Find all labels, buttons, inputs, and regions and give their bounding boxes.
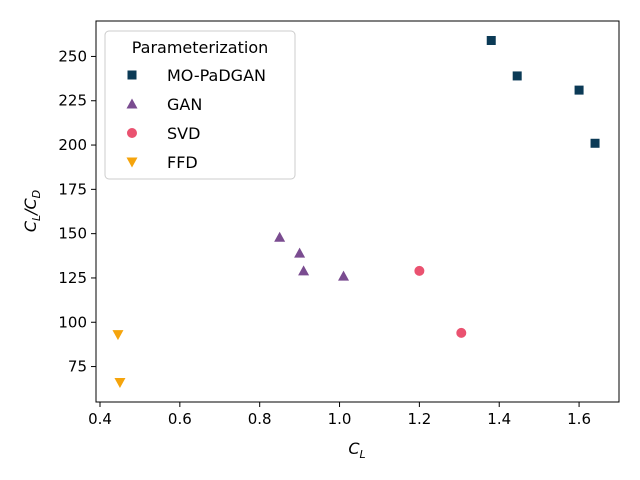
legend-marker-svd xyxy=(127,128,137,138)
legend: Parameterization MO-PaDGAN GAN SVD FFD xyxy=(104,30,296,180)
data-points xyxy=(112,35,600,389)
x-axis-ticks: 0.4 0.6 0.8 1.0 1.2 1.4 1.6 xyxy=(88,402,591,428)
ffd-point xyxy=(112,330,124,341)
mo-padgan-point xyxy=(574,85,584,95)
y-tick-label: 225 xyxy=(58,92,87,110)
legend-label-mo-padgan: MO-PaDGAN xyxy=(167,66,266,85)
x-tick-label: 0.4 xyxy=(88,410,112,428)
gan-point xyxy=(274,231,286,242)
legend-marker-gan xyxy=(126,98,138,109)
x-axis-label: CL xyxy=(348,439,365,461)
mo-padgan-point xyxy=(590,138,600,148)
ffd-point xyxy=(114,378,126,389)
y-axis-ticks: 75 100 125 150 175 200 225 250 xyxy=(58,47,96,376)
y-tick-label: 75 xyxy=(68,358,87,376)
y-tick-label: 100 xyxy=(58,313,87,331)
y-tick-label: 250 xyxy=(58,47,87,65)
x-tick-label: 1.2 xyxy=(407,410,431,428)
y-tick-label: 175 xyxy=(58,180,87,198)
legend-title: Parameterization xyxy=(132,38,269,57)
legend-label-gan: GAN xyxy=(167,95,202,114)
legend-label-svd: SVD xyxy=(167,124,200,143)
y-tick-label: 150 xyxy=(58,225,87,243)
x-tick-label: 1.6 xyxy=(567,410,591,428)
svd-point xyxy=(414,265,425,276)
svd-point xyxy=(456,327,467,338)
x-tick-label: 0.8 xyxy=(248,410,272,428)
gan-point xyxy=(338,270,350,281)
mo-padgan-point xyxy=(486,35,496,45)
legend-marker-mo-padgan xyxy=(127,70,137,80)
gan-point xyxy=(294,247,306,258)
mo-padgan-point xyxy=(512,71,522,81)
x-tick-label: 1.0 xyxy=(328,410,352,428)
x-tick-label: 1.4 xyxy=(487,410,511,428)
legend-marker-ffd xyxy=(126,157,138,168)
y-axis-label: CL/CD xyxy=(21,190,43,232)
y-tick-label: 125 xyxy=(58,269,87,287)
legend-label-ffd: FFD xyxy=(167,153,198,172)
legend-box xyxy=(104,30,296,180)
legend-entries: MO-PaDGAN GAN SVD FFD xyxy=(126,66,266,172)
gan-point xyxy=(298,265,310,276)
x-tick-label: 0.6 xyxy=(168,410,192,428)
y-tick-label: 200 xyxy=(58,136,87,154)
